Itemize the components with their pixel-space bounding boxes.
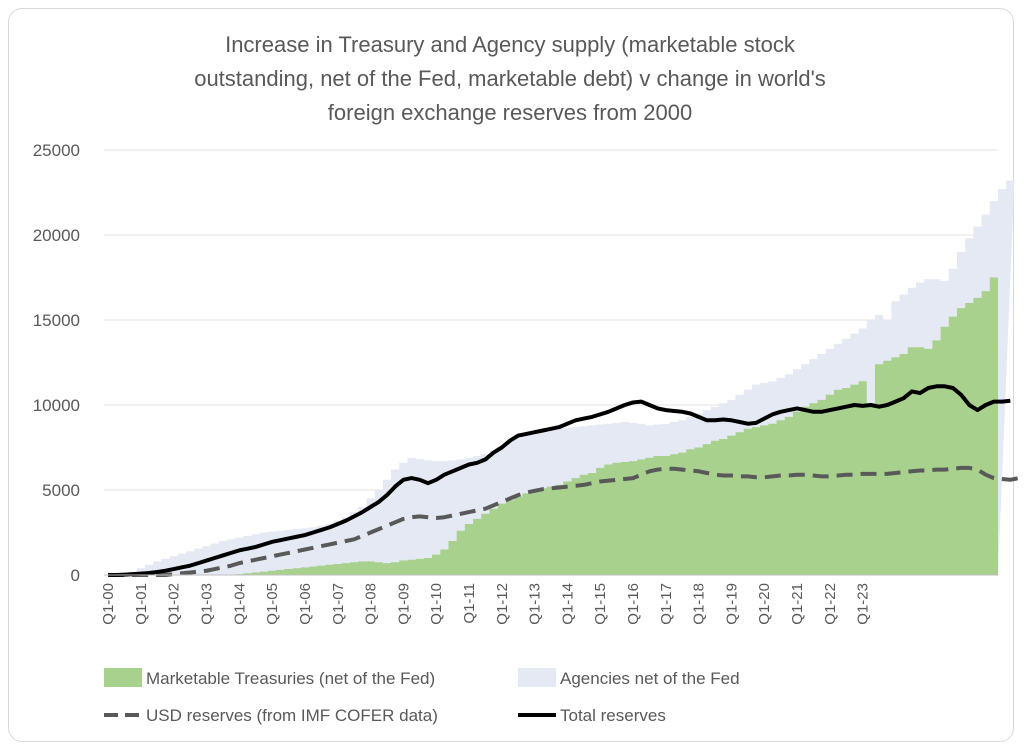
chart-title-line-3: foreign exchange reserves from 2000 [327, 100, 693, 125]
x-tick-label: Q1-21 [789, 583, 806, 625]
legend: Marketable Treasuries (net of the Fed) A… [104, 668, 740, 725]
y-tick-label: 25000 [33, 141, 80, 160]
x-tick-label: Q1-02 [166, 583, 183, 625]
legend-label-total: Total reserves [560, 706, 666, 725]
x-tick-label: Q1-09 [395, 583, 412, 625]
y-tick-labels: 0 5000 10000 15000 20000 25000 [33, 141, 80, 585]
x-tick-label: Q1-06 [297, 583, 314, 625]
x-tick-labels: Q1-00 Q1-01 Q1-02 Q1-03 Q1-04 Q1-05 Q1-06 Q1-07… [100, 583, 872, 625]
x-tick-label: Q1-19 [723, 583, 740, 625]
x-tick-label: Q1-15 [592, 583, 609, 625]
line-total-reserves [108, 384, 1011, 577]
x-tick-label: Q1-12 [494, 583, 511, 625]
legend-label-treasuries: Marketable Treasuries (net of the Fed) [146, 669, 435, 688]
x-tick-label: Q1-04 [231, 583, 248, 625]
x-tick-label: Q1-16 [625, 583, 642, 625]
x-tick-label: Q1-00 [100, 583, 117, 625]
y-tick-label: 5000 [42, 481, 80, 500]
line-series [108, 384, 1024, 577]
x-tick-label: Q1-13 [527, 583, 544, 625]
area-series [104, 180, 1015, 575]
x-tick-label: Q1-10 [428, 583, 445, 625]
x-tick-label: Q1-05 [264, 583, 281, 625]
chart-title-line-2: outstanding, net of the Fed, marketable … [194, 66, 826, 91]
x-tick-label: Q1-22 [822, 583, 839, 625]
area-treasuries [104, 277, 998, 575]
legend-label-agencies: Agencies net of the Fed [560, 669, 740, 688]
y-tick-label: 0 [71, 566, 80, 585]
x-tick-label: Q1-08 [363, 583, 380, 625]
x-tick-label: Q1-20 [756, 583, 773, 625]
chart-title: Increase in Treasury and Agency supply (… [120, 28, 900, 130]
y-tick-label: 15000 [33, 311, 80, 330]
x-tick-label: Q1-11 [461, 583, 478, 624]
legend-swatch-treasuries [104, 668, 142, 687]
x-tick-label: Q1-07 [330, 583, 347, 625]
line-usd-reserves [108, 465, 1024, 577]
legend-label-usd: USD reserves (from IMF COFER data) [146, 706, 438, 725]
y-tick-label: 20000 [33, 226, 80, 245]
chart-title-line-1: Increase in Treasury and Agency supply (… [225, 32, 795, 57]
legend-swatch-agencies [518, 668, 556, 687]
x-tick-label: Q1-01 [133, 583, 150, 625]
x-tick-label: Q1-18 [691, 583, 708, 625]
x-tick-label: Q1-23 [855, 583, 872, 625]
y-tick-label: 10000 [33, 396, 80, 415]
x-tick-label: Q1-14 [559, 583, 576, 625]
x-tick-label: Q1-17 [658, 583, 675, 625]
x-tick-label: Q1-03 [199, 583, 216, 625]
